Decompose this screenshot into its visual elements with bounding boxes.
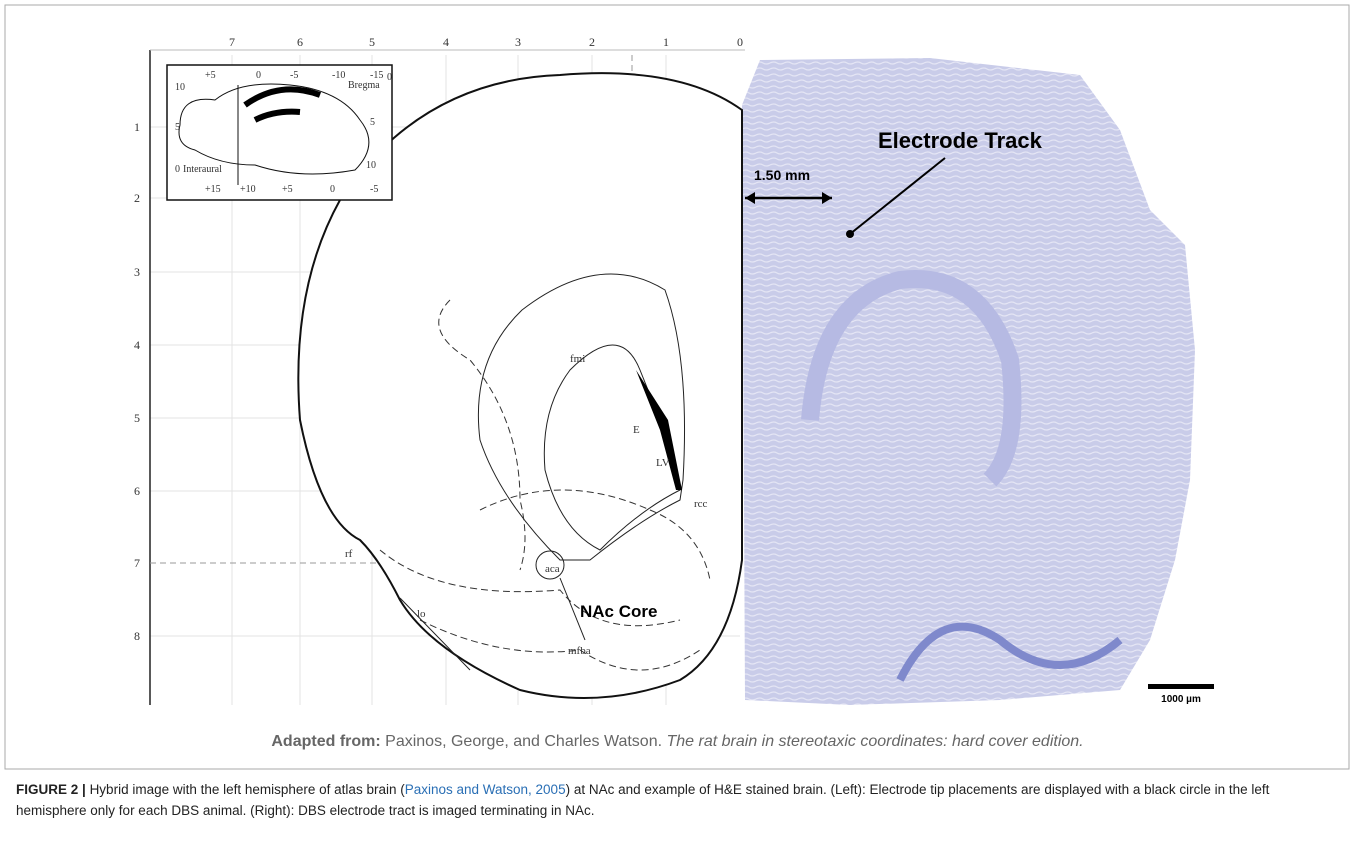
histology-section bbox=[742, 58, 1195, 705]
top-tick-label: 3 bbox=[515, 35, 521, 49]
inset-label: 0 bbox=[330, 184, 335, 195]
inset-label: 5 bbox=[175, 122, 180, 133]
atlas-outline bbox=[297, 72, 743, 699]
region-label: mfba bbox=[568, 645, 591, 657]
striatum bbox=[543, 344, 681, 551]
inset-label: +5 bbox=[205, 70, 216, 81]
region-label: rf bbox=[345, 548, 353, 560]
source-work: The rat brain in stereotaxic coordinates… bbox=[666, 733, 1084, 750]
inset-label: +5 bbox=[282, 184, 293, 195]
aca bbox=[535, 550, 565, 580]
inset-label: +10 bbox=[240, 184, 256, 195]
arrowheads bbox=[745, 192, 832, 204]
sagittal bbox=[178, 83, 370, 175]
top-tick-label: 0 bbox=[737, 35, 743, 49]
dashed-region bbox=[438, 299, 711, 581]
left-tick-label: 3 bbox=[134, 265, 140, 279]
source-lead: Adapted from: bbox=[271, 733, 381, 750]
left-tick-label: 7 bbox=[134, 556, 140, 570]
scale-bar bbox=[1148, 684, 1214, 689]
region-label: rcc bbox=[694, 498, 708, 510]
caption-text: Hybrid image with the left hemisphere of… bbox=[89, 782, 405, 797]
region-label: E bbox=[633, 424, 640, 436]
inset-label: -5 bbox=[370, 184, 378, 195]
citation-link[interactable]: Paxinos and Watson, 2005 bbox=[404, 782, 566, 797]
inset-label: -15 bbox=[370, 70, 383, 81]
inset-label: -10 bbox=[332, 70, 345, 81]
source-note: Adapted from: Paxinos, George, and Charl… bbox=[0, 733, 1355, 751]
lateral-ventricle bbox=[636, 370, 682, 490]
source-authors: Paxinos, George, and Charles Watson. bbox=[385, 733, 663, 750]
scale-label: 1000 µm bbox=[1161, 694, 1201, 705]
top-tick-label: 1 bbox=[663, 35, 669, 49]
line bbox=[399, 597, 471, 671]
inset-label: 10 bbox=[366, 160, 376, 171]
top-tick-label: 4 bbox=[443, 35, 449, 49]
inset-label: 10 bbox=[175, 82, 185, 93]
tissue bbox=[801, 270, 1022, 487]
line bbox=[559, 577, 586, 641]
top-tick-label: 5 bbox=[369, 35, 375, 49]
inset-label: 5 bbox=[370, 117, 375, 128]
region-label: LV bbox=[656, 457, 670, 469]
inset-label: 0 bbox=[387, 72, 392, 83]
nac-label: NAc Core bbox=[580, 602, 657, 621]
region-label: aca bbox=[545, 563, 560, 575]
sagittal-ventricles bbox=[243, 86, 322, 123]
inset-label: Interaural bbox=[183, 164, 222, 175]
distance-label: 1.50 mm bbox=[754, 167, 810, 183]
corpus bbox=[477, 273, 686, 561]
inset-label: +15 bbox=[205, 184, 221, 195]
top-tick-label: 7 bbox=[229, 35, 235, 49]
dashed-region bbox=[379, 549, 701, 671]
inset-label: 0 bbox=[256, 70, 261, 81]
inset-label: 0 bbox=[175, 164, 180, 175]
left-tick-label: 5 bbox=[134, 411, 140, 425]
caption: FIGURE 2 | Hybrid image with the left he… bbox=[16, 779, 1336, 821]
left-tick-label: 8 bbox=[134, 629, 140, 643]
left-tick-label: 6 bbox=[134, 484, 140, 498]
top-tick-label: 2 bbox=[589, 35, 595, 49]
frame bbox=[4, 4, 1350, 770]
inset-label: -5 bbox=[290, 70, 298, 81]
top-tick-label: 6 bbox=[297, 35, 303, 49]
region-label: lo bbox=[417, 608, 426, 620]
tissue bbox=[896, 622, 1123, 682]
caption-text: ) at NAc and example of H&E stained brai… bbox=[16, 782, 1270, 818]
left-tick-label: 4 bbox=[134, 338, 140, 352]
caption-label: FIGURE 2 | bbox=[16, 782, 86, 797]
pointer bbox=[849, 157, 946, 235]
region-label: fmi bbox=[570, 353, 585, 365]
track-label: Electrode Track bbox=[878, 128, 1043, 153]
left-tick-label: 2 bbox=[134, 191, 140, 205]
left-tick-label: 1 bbox=[134, 120, 140, 134]
inset-label: Bregma bbox=[348, 80, 380, 91]
track-tip bbox=[846, 230, 854, 238]
